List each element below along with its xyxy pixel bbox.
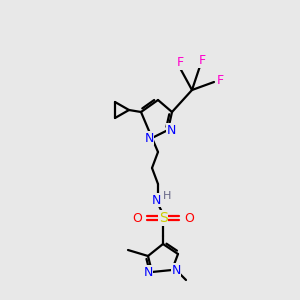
Text: N: N	[143, 266, 153, 278]
Text: H: H	[163, 191, 171, 201]
Text: O: O	[132, 212, 142, 224]
Text: F: F	[176, 56, 184, 70]
Text: O: O	[184, 212, 194, 224]
Text: N: N	[171, 263, 181, 277]
Text: S: S	[159, 211, 167, 225]
Text: N: N	[144, 131, 154, 145]
Text: F: F	[198, 55, 206, 68]
Text: F: F	[216, 74, 224, 86]
Text: N: N	[166, 124, 176, 136]
Text: N: N	[151, 194, 161, 206]
